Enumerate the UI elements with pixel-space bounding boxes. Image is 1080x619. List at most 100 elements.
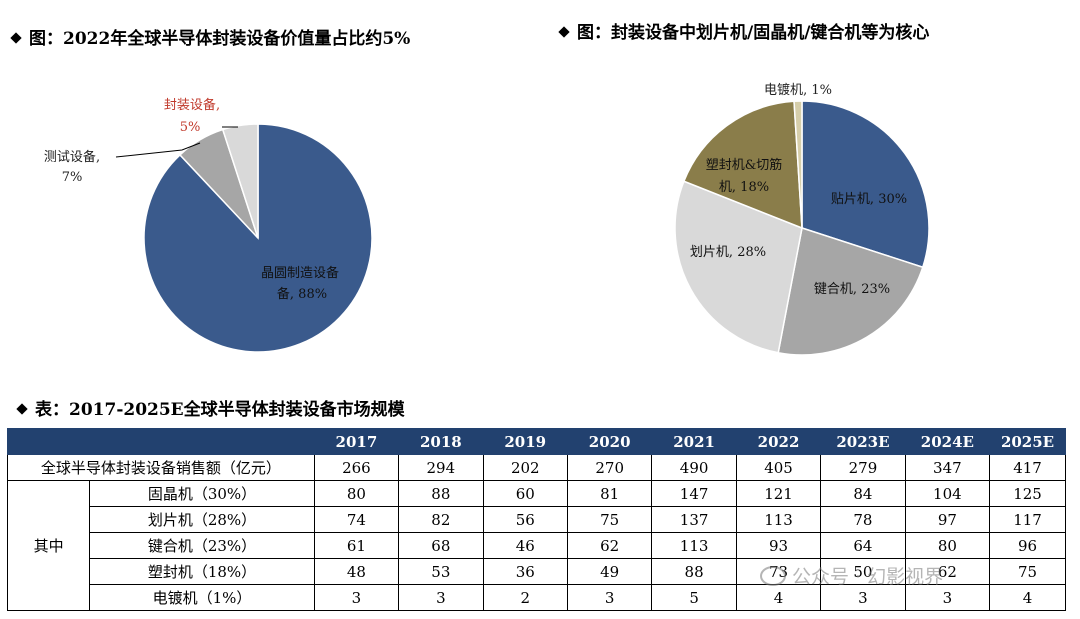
pie-slices (674, 100, 930, 356)
slice-label-packaging-value: 5% (180, 120, 201, 135)
table-cell: 36 (482, 558, 568, 585)
table-cell: 294 (398, 454, 484, 481)
table-cell: 84 (820, 480, 906, 507)
table-cell: 279 (820, 454, 906, 481)
pie-chart-packaging-equipment: 电镀机, 1% 塑封机&切筋 机, 18% 贴片机, 30% 划片机, 28% … (674, 82, 930, 356)
leader-line-testing (115, 142, 201, 158)
row-label: 固晶机（30%） (89, 480, 315, 507)
pie-slice (801, 100, 930, 269)
table-row-total: 全球半导体封装设备销售额（亿元） 266 294 202 270 490 405 279 347… (7, 454, 1066, 481)
slice-label-plating: 电镀机, 1% (764, 82, 832, 98)
table-cell: 125 (989, 480, 1066, 507)
table-cell: 62 (566, 532, 653, 559)
column-header: 2025E (989, 428, 1066, 455)
table-cell: 121 (735, 480, 822, 507)
market-size-table: 2017 2018 2019 2020 2021 2022 2023E 2024… (6, 428, 1066, 611)
table-cell: 3 (904, 584, 991, 611)
table-cell: 64 (820, 532, 906, 559)
table-cell: 490 (651, 454, 737, 481)
table-cell: 56 (482, 506, 568, 533)
table-cell: 113 (735, 506, 822, 533)
table-cell: 81 (566, 480, 653, 507)
table-cell: 48 (313, 558, 400, 585)
table-cell: 117 (989, 506, 1066, 533)
table-row: 划片机（28%） 74 82 56 75 137 113 78 97 117 (8, 506, 1066, 533)
slice-label-molding-name: 塑封机&切筋 (706, 157, 783, 173)
table-cell: 270 (566, 454, 653, 481)
table-cell: 60 (482, 480, 568, 507)
table-cell: 3 (398, 584, 484, 611)
pie-slice (793, 100, 803, 229)
right-chart-title: 图：封装设备中划片机/固晶机/键合机等为核心 (558, 18, 929, 43)
table-cell: 61 (313, 532, 400, 559)
pie-slices (143, 123, 373, 353)
row-label: 塑封机（18%） (89, 558, 315, 585)
column-header: 2024E (904, 428, 991, 455)
table-cell: 104 (904, 480, 991, 507)
column-header: 2017 (313, 428, 400, 455)
table-cell: 88 (651, 558, 737, 585)
column-header: 2020 (566, 428, 653, 455)
table-cell: 93 (735, 532, 822, 559)
table-cell: 5 (651, 584, 737, 611)
table-cell: 347 (904, 454, 991, 481)
slice-label-packaging-name: 封装设备, (164, 97, 220, 113)
table-cell: 405 (735, 454, 822, 481)
table-cell: 53 (398, 558, 484, 585)
wechat-icon (760, 565, 786, 586)
row-label: 划片机（28%） (89, 506, 315, 533)
table-cell: 266 (313, 454, 400, 481)
table-cell: 75 (566, 506, 653, 533)
table-cell: 80 (313, 480, 400, 507)
pie-slice (674, 180, 803, 354)
column-header: 2023E (820, 428, 906, 455)
pie-slice (682, 100, 803, 230)
slice-label-testing-value: 7% (62, 170, 83, 185)
table-cell: 75 (989, 558, 1066, 585)
table-cell: 80 (904, 532, 991, 559)
slice-label-wafer-value: 备, 88% (277, 286, 327, 302)
table-cell: 202 (482, 454, 568, 481)
table-cell: 96 (989, 532, 1066, 559)
table-cell: 50 (820, 558, 906, 585)
table-row: 其中 固晶机（30%） 80 88 60 81 147 121 84 104 125 (6, 480, 1066, 611)
table-cell: 147 (651, 480, 737, 507)
slice-label-wafer-name: 晶圆制造设备 (261, 265, 339, 281)
header-blank-cell (7, 428, 315, 455)
left-chart-title: 图：2022年全球半导体封装设备价值量占比约5% (10, 24, 410, 49)
table-cell: 49 (566, 558, 653, 585)
table-cell: 97 (904, 506, 991, 533)
pie-chart-equipment-share: 封装设备, 5% 测试设备, 7% 晶圆制造设备 备, 88% (44, 97, 373, 353)
slice-label-testing-name: 测试设备, (44, 149, 100, 165)
table-cell: 74 (313, 506, 400, 533)
table-cell: 417 (989, 454, 1066, 481)
row-label: 电镀机（1%） (89, 584, 315, 611)
table-cell: 3 (313, 584, 400, 611)
table-cell: 137 (651, 506, 737, 533)
row-label: 键合机（23%） (89, 532, 315, 559)
table-cell: 4 (989, 584, 1066, 611)
table-cell: 62 (904, 558, 991, 585)
row-label: 全球半导体封装设备销售额（亿元） (7, 454, 315, 481)
column-header: 2022 (735, 428, 822, 455)
table-cell: 46 (482, 532, 568, 559)
column-header: 2021 (651, 428, 737, 455)
pie-slice (221, 123, 259, 239)
pie-leader-lines (115, 126, 238, 158)
table-cell: 68 (398, 532, 484, 559)
table-row: 键合机（23%） 61 68 46 62 113 93 64 80 96 (8, 532, 1066, 559)
slice-label-dicing: 划片机, 28% (690, 245, 766, 260)
table-cell: 113 (651, 532, 737, 559)
table-cell: 82 (398, 506, 484, 533)
table-cell: 88 (398, 480, 484, 507)
diamond-bullet-icon (16, 402, 28, 415)
column-header: 2019 (482, 428, 568, 455)
table-cell: 78 (820, 506, 906, 533)
table-row: 电镀机（1%） 3 3 2 3 5 4 3 3 4 (8, 584, 1066, 611)
slice-label-molding-value: 机, 18% (719, 180, 769, 195)
column-header: 2018 (398, 428, 484, 455)
slice-label-bonding: 键合机, 23% (814, 282, 890, 297)
pie-slice (777, 227, 924, 356)
table-title: 表：2017-2025E全球半导体封装设备市场规模 (16, 395, 405, 420)
table-cell: 3 (820, 584, 906, 611)
